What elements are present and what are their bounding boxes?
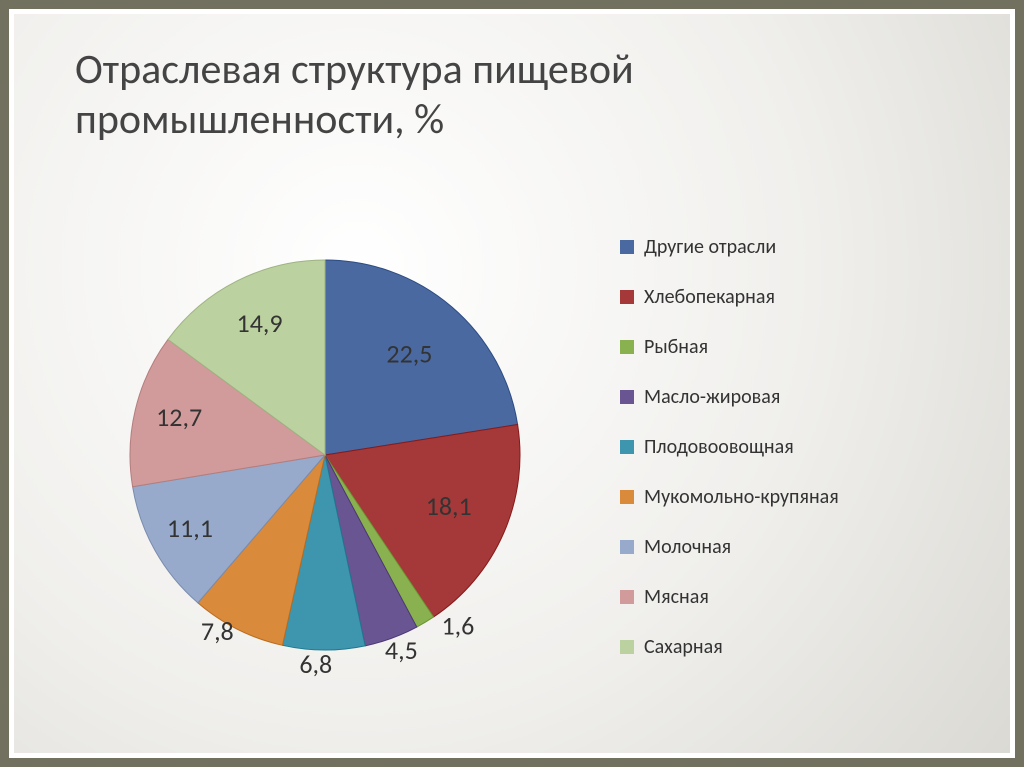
- legend-label: Рыбная: [644, 335, 708, 359]
- pie-svg: 22,5 18,1 1,6 4,5 6,8 7,8 11,1 12,7 14,9: [110, 210, 580, 710]
- legend-swatch: [620, 240, 634, 254]
- legend-item: Хлебопекарная: [620, 285, 990, 309]
- legend-item: Другие отрасли: [620, 235, 990, 259]
- legend-swatch: [620, 390, 634, 404]
- slice-value-label: 12,7: [156, 401, 202, 433]
- legend-swatch: [620, 640, 634, 654]
- legend-item: Мясная: [620, 585, 990, 609]
- pie-chart: 22,5 18,1 1,6 4,5 6,8 7,8 11,1 12,7 14,9: [110, 210, 580, 710]
- slice-value-label: 4,5: [385, 634, 418, 666]
- legend-label: Другие отрасли: [644, 235, 776, 259]
- slice-value-label: 7,8: [201, 615, 234, 647]
- legend: Другие отрасли Хлебопекарная Рыбная Масло-ж…: [620, 235, 990, 685]
- slice-value-label: 1,6: [441, 610, 474, 642]
- legend-label: Сахарная: [644, 635, 723, 659]
- legend-swatch: [620, 290, 634, 304]
- legend-item: Рыбная: [620, 335, 990, 359]
- legend-swatch: [620, 490, 634, 504]
- legend-item: Плодовоовощная: [620, 435, 990, 459]
- legend-label: Молочная: [644, 535, 731, 559]
- slide-title: Отраслевая структура пищевой промышленно…: [75, 45, 775, 144]
- slice-value-label: 6,8: [299, 648, 332, 680]
- legend-swatch: [620, 340, 634, 354]
- legend-label: Хлебопекарная: [644, 285, 775, 309]
- legend-label: Мукомольно-крупяная: [644, 485, 839, 509]
- slice-value-label: 22,5: [386, 337, 432, 369]
- slide: Отраслевая структура пищевой промышленно…: [0, 0, 1024, 767]
- legend-swatch: [620, 540, 634, 554]
- legend-item: Молочная: [620, 535, 990, 559]
- legend-label: Мясная: [644, 585, 709, 609]
- legend-swatch: [620, 440, 634, 454]
- legend-label: Плодовоовощная: [644, 435, 794, 459]
- slice-value-label: 14,9: [237, 307, 283, 339]
- legend-item: Масло-жировая: [620, 385, 990, 409]
- legend-item: Сахарная: [620, 635, 990, 659]
- legend-swatch: [620, 590, 634, 604]
- slice-value-label: 18,1: [426, 490, 472, 522]
- legend-label: Масло-жировая: [644, 385, 780, 409]
- legend-item: Мукомольно-крупяная: [620, 485, 990, 509]
- slice-value-label: 11,1: [167, 512, 213, 544]
